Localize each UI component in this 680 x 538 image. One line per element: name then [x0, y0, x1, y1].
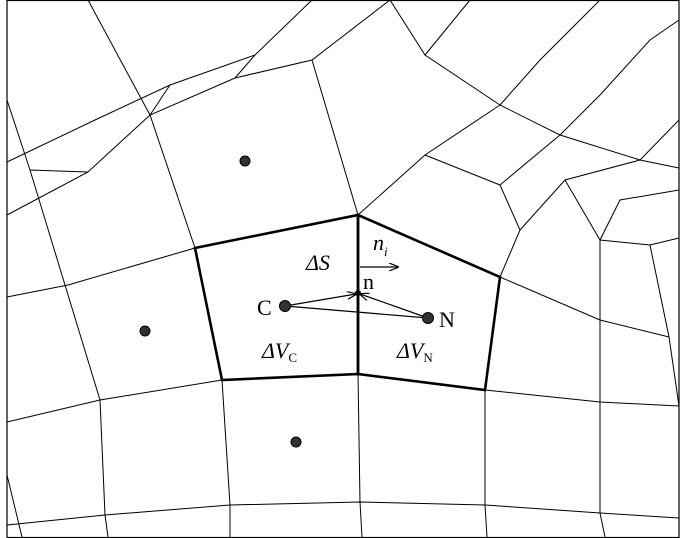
labels: C N n ΔS ni ΔVC ΔVN [257, 230, 455, 365]
neighbor-centroid-top [239, 155, 251, 167]
neighbor-centroid-left [139, 325, 151, 337]
node-c [279, 300, 291, 312]
cell-n-boundary [356, 213, 502, 392]
label-delta-vn-sub: N [423, 350, 433, 365]
vector-n-to-face [360, 294, 429, 319]
label-face-n: n [363, 269, 374, 294]
nodes [279, 290, 434, 324]
vectors [284, 267, 429, 319]
control-volumes [193, 213, 502, 392]
label-c: C [257, 295, 272, 320]
label-delta-vn: ΔVN [396, 338, 433, 365]
node-n [422, 312, 434, 324]
label-normal: ni [373, 230, 388, 259]
label-delta-s: ΔS [305, 250, 330, 275]
neighbor-centroids [139, 155, 302, 448]
label-delta-vn-main: ΔV [396, 338, 426, 363]
label-delta-vc-main: ΔV [261, 338, 291, 363]
neighbor-centroid-bottom [290, 436, 302, 448]
vector-c-to-face [284, 294, 356, 307]
outer-frame [6, 0, 680, 538]
mesh-grid [6, 0, 680, 538]
label-n-node: N [439, 307, 455, 332]
label-normal-sub: i [384, 244, 388, 259]
label-normal-main: n [373, 230, 384, 255]
label-delta-vc: ΔVC [261, 338, 297, 365]
vector-c-to-n-line [284, 305, 429, 319]
node-face-n [355, 290, 361, 296]
label-delta-vc-sub: C [288, 350, 297, 365]
